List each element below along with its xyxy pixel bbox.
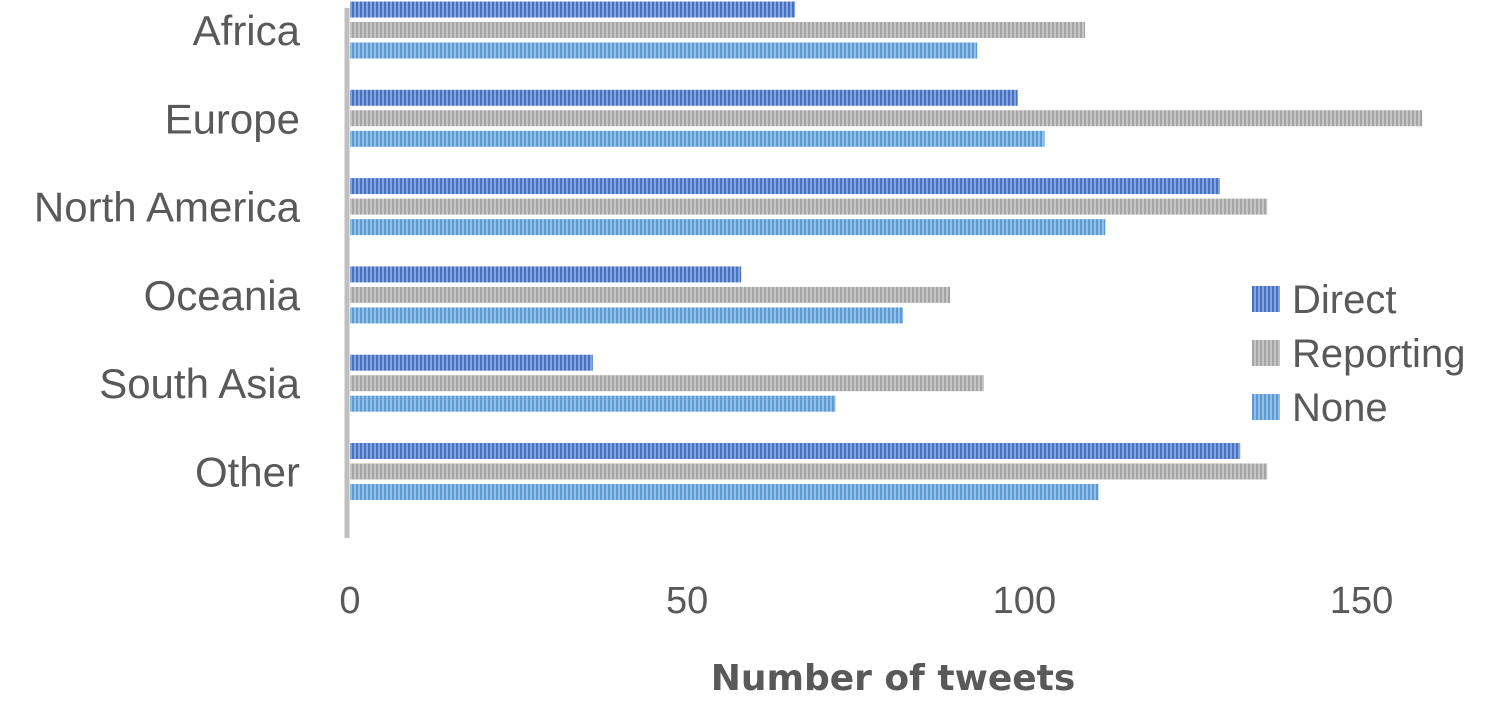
bars-group	[350, 1, 1423, 500]
bar-direct-europe	[350, 89, 1018, 106]
bar-none-south-asia	[350, 395, 836, 412]
bar-reporting-oceania	[350, 286, 951, 303]
bar-direct-other	[350, 443, 1241, 459]
bar-direct-south-asia	[350, 354, 593, 371]
bar-reporting-north-america	[350, 198, 1268, 215]
legend-label-reporting: Reporting	[1292, 332, 1465, 376]
bar-direct-africa	[350, 1, 796, 18]
x-tick-labels: 0 50 100 150	[339, 580, 1393, 622]
legend-swatch-direct	[1252, 286, 1280, 312]
category-label-north-america: North America	[34, 184, 301, 231]
bar-direct-oceania	[350, 266, 742, 283]
bar-reporting-europe	[350, 110, 1423, 127]
x-tick-label-150: 150	[1330, 580, 1393, 622]
category-label-africa: Africa	[193, 7, 301, 54]
legend-label-none: None	[1292, 386, 1388, 430]
x-tick-label-0: 0	[339, 580, 360, 622]
category-labels: Africa Europe North America Oceania South As…	[34, 7, 301, 496]
bar-none-africa	[350, 42, 978, 59]
legend-label-direct: Direct	[1292, 278, 1396, 322]
category-label-europe: Europe	[165, 95, 300, 142]
legend-swatch-reporting	[1252, 340, 1280, 366]
bar-reporting-south-asia	[350, 375, 984, 392]
category-label-south-asia: South Asia	[99, 360, 300, 407]
bar-none-north-america	[350, 219, 1106, 236]
x-tick-label-50: 50	[666, 580, 708, 622]
bar-direct-north-america	[350, 178, 1220, 195]
legend: Direct Reporting None	[1252, 278, 1465, 430]
legend-swatch-none	[1252, 394, 1280, 420]
x-axis-title: Number of tweets	[711, 658, 1076, 699]
x-tick-label-100: 100	[993, 580, 1056, 622]
category-label-oceania: Oceania	[144, 272, 301, 319]
category-label-other: Other	[195, 449, 300, 496]
bar-reporting-other	[350, 463, 1268, 480]
bar-none-other	[350, 484, 1099, 500]
bar-reporting-africa	[350, 22, 1086, 38]
bar-none-europe	[350, 130, 1045, 147]
bar-none-oceania	[350, 307, 903, 324]
